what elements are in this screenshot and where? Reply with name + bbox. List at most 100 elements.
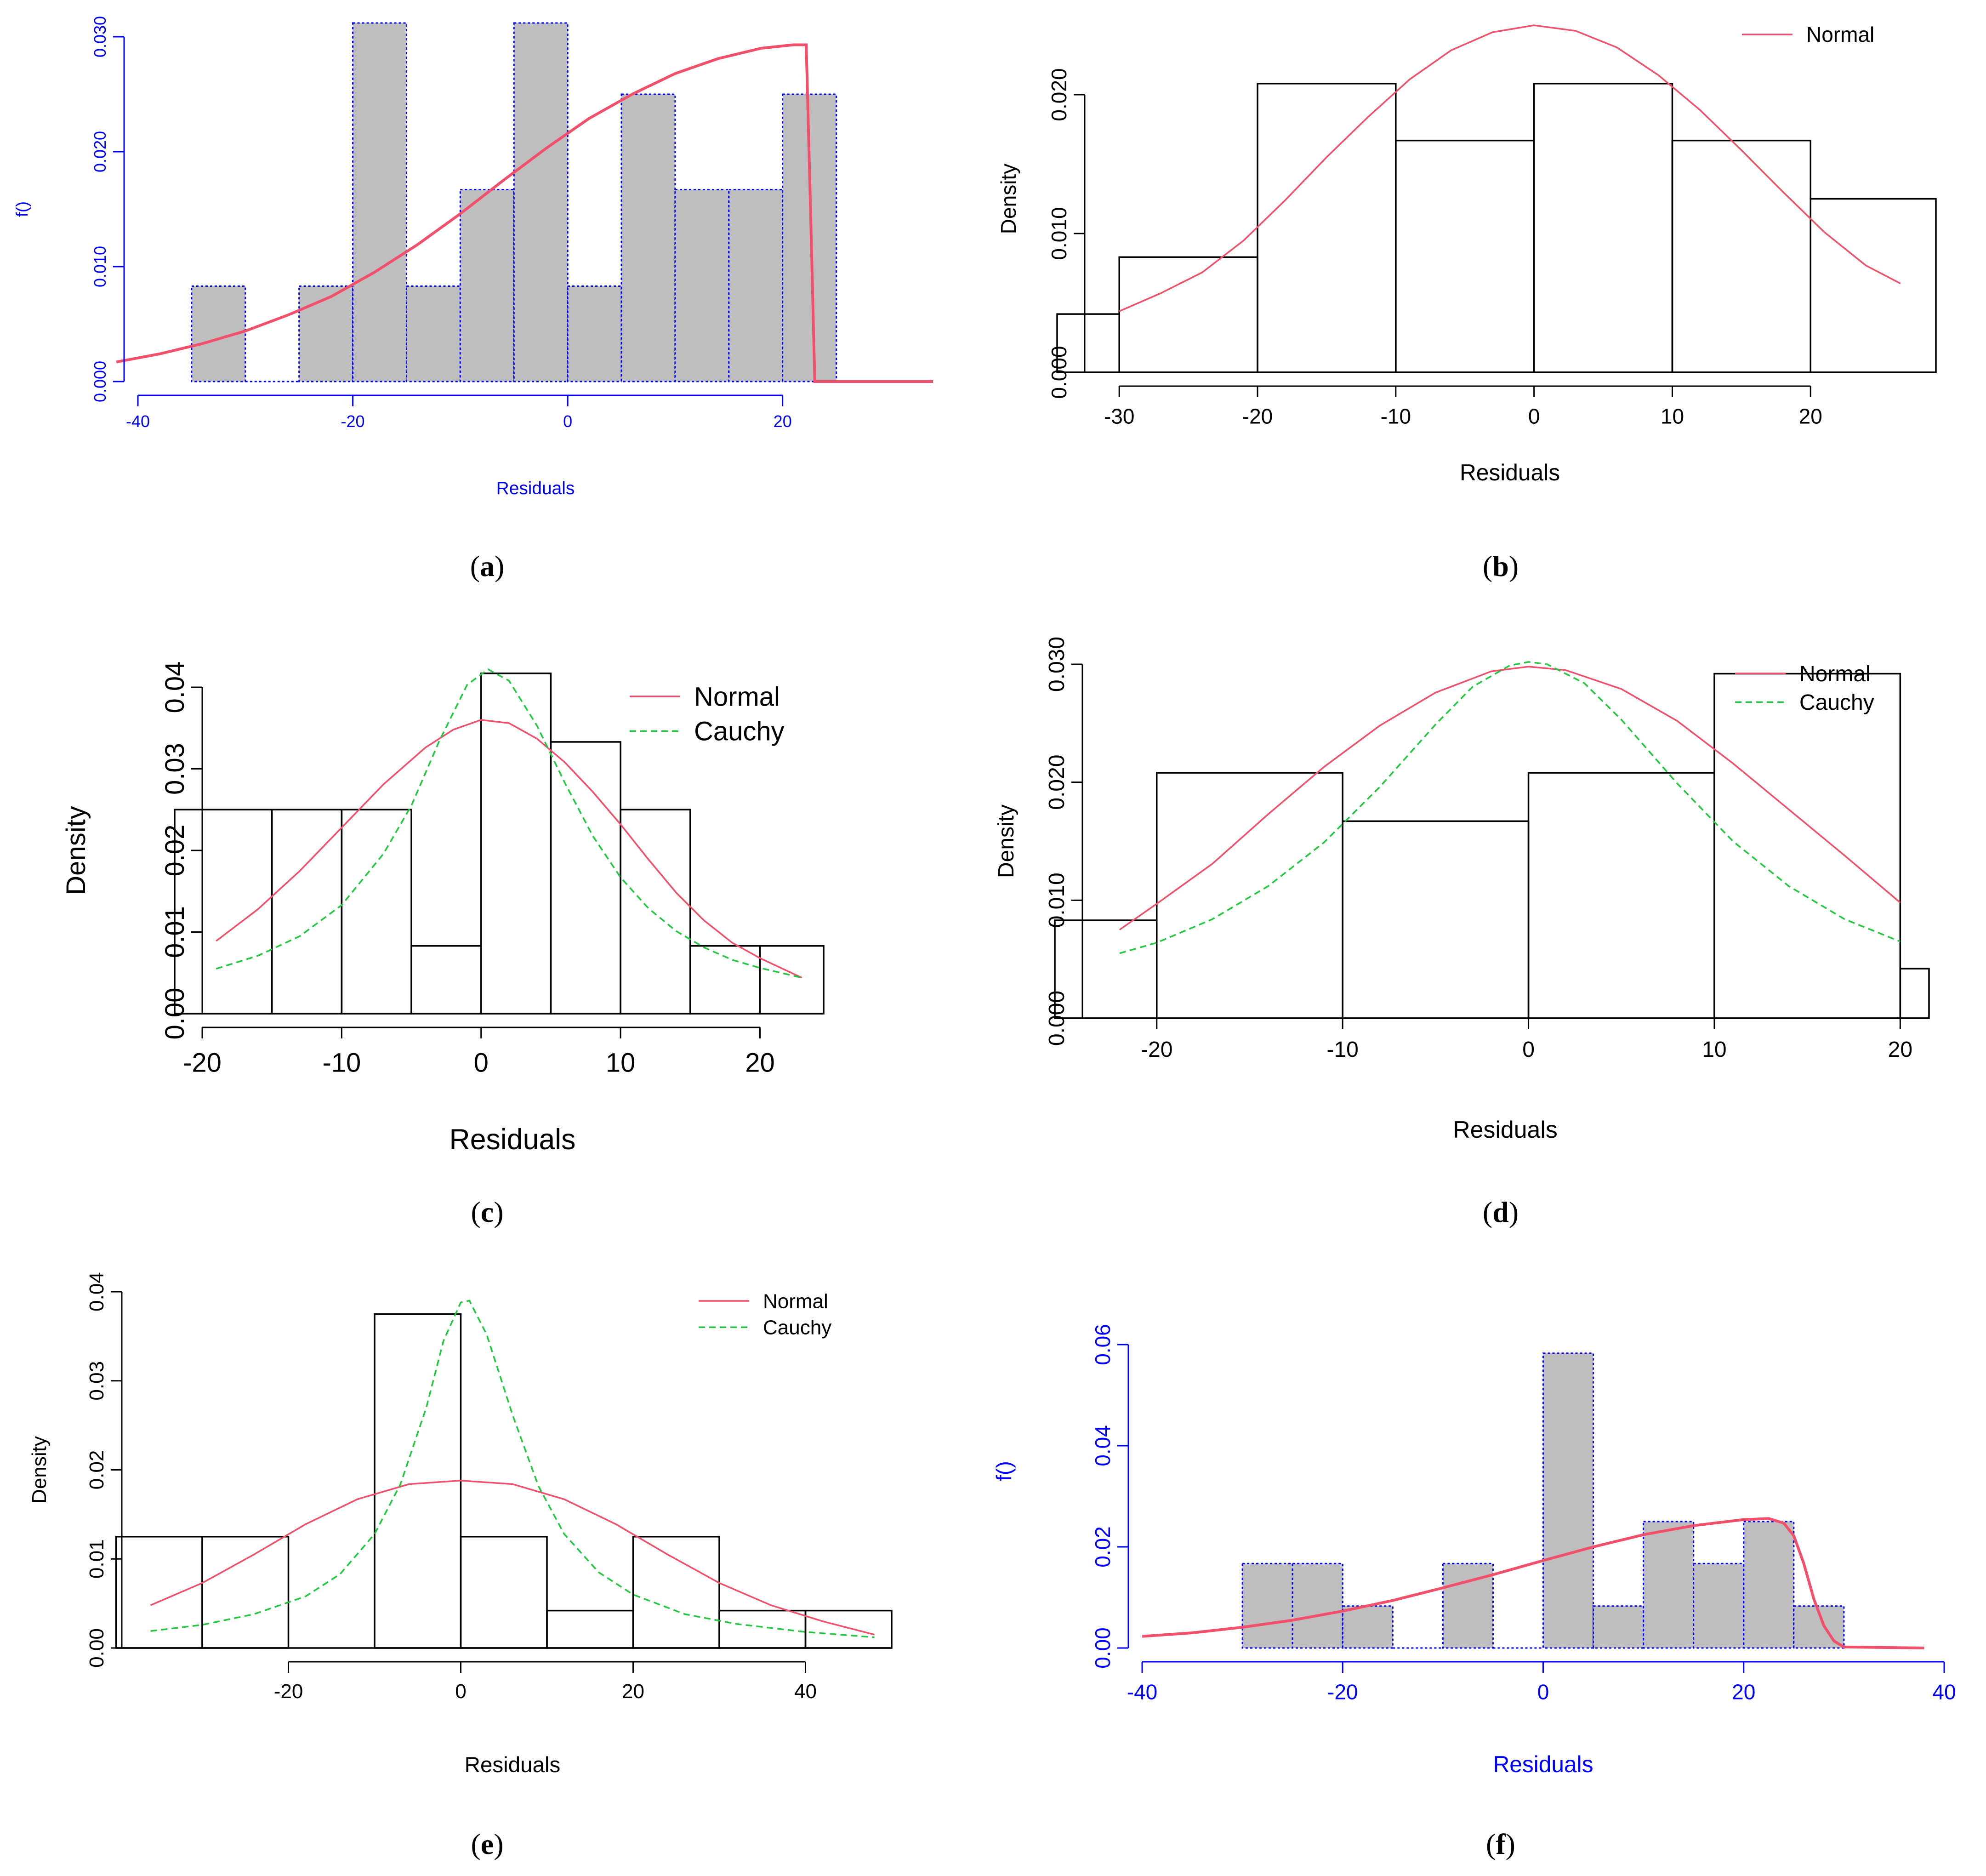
caption-b: (b) <box>1482 550 1519 582</box>
histogram-bar <box>115 1536 203 1649</box>
histogram-bar <box>1342 1605 1394 1649</box>
y-tick-label: 0.020 <box>1045 755 1069 810</box>
legend-label-normal: Normal <box>1806 23 1874 46</box>
histogram-bar <box>1342 820 1530 1019</box>
histogram-bar <box>567 285 622 382</box>
histogram-bar <box>1899 968 1930 1019</box>
histogram-bar <box>460 1536 548 1649</box>
x-tick-label: 0 <box>455 1680 466 1703</box>
histogram-bar <box>1257 83 1397 373</box>
histogram-bar <box>632 1536 720 1649</box>
histogram-bar <box>1593 1605 1645 1649</box>
histogram-bar <box>1671 139 1812 373</box>
histogram-bar <box>620 93 676 382</box>
y-tick-label: 0.03 <box>85 1361 108 1401</box>
histogram-bar <box>1118 256 1258 373</box>
legend-label-cauchy: Cauchy <box>694 717 785 747</box>
x-tick-label: 0 <box>1522 1038 1535 1062</box>
histogram-bar <box>1395 139 1535 373</box>
histogram-bar <box>201 1536 290 1649</box>
histogram-bar <box>674 189 730 382</box>
y-tick-label: 0.030 <box>1045 637 1069 692</box>
y-tick-label: 0.00 <box>1091 1627 1115 1669</box>
histogram-bar <box>341 809 412 1015</box>
histogram-bar <box>620 809 691 1015</box>
chart-d: 0.000 0.010 0.020 0.030 -20 -10 0 10 20 Residuals… <box>994 637 1930 1143</box>
x-tick-label: 20 <box>1888 1038 1912 1062</box>
x-tick-label: 40 <box>1932 1680 1956 1704</box>
density-curve-fitted <box>1142 1517 1924 1649</box>
x-tick-label: -20 <box>1327 1680 1358 1704</box>
legend-label-cauchy: Cauchy <box>1799 690 1874 715</box>
y-tick-label: 0.020 <box>1047 68 1071 121</box>
x-tick-label: 0 <box>563 412 572 431</box>
caption-a: (a) <box>470 550 505 582</box>
caption-f: (f) <box>1486 1828 1515 1860</box>
density-curve-cauchy <box>1119 661 1901 954</box>
x-tick-label: 20 <box>745 1048 775 1078</box>
histogram-bar <box>1643 1521 1695 1649</box>
x-tick-label: -30 <box>1104 405 1134 428</box>
x-tick-label: 0 <box>1537 1680 1549 1704</box>
y-tick-label: 0.000 <box>1045 991 1069 1046</box>
caption-d: (d) <box>1482 1196 1519 1228</box>
x-tick-label: -20 <box>1242 405 1273 428</box>
caption-e: (e) <box>471 1828 504 1860</box>
y-tick-label: 0.02 <box>160 825 190 877</box>
density-curve-fitted <box>116 43 933 383</box>
density-curve-normal <box>1119 666 1901 930</box>
y-tick-label: 0.010 <box>1045 872 1069 928</box>
x-tick-label: -20 <box>183 1048 222 1078</box>
histogram-bar <box>480 673 552 1015</box>
x-tick-label: -40 <box>126 412 150 431</box>
histogram-bar <box>1241 1562 1293 1649</box>
y-axis-title: Density <box>61 806 91 895</box>
x-axis-title: Residuals <box>496 479 575 498</box>
x-tick-label: -10 <box>322 1048 361 1078</box>
legend-label-normal: Normal <box>763 1290 828 1312</box>
x-tick-label: 40 <box>794 1680 817 1703</box>
histogram-bar <box>1693 1562 1745 1649</box>
density-curve-normal <box>1119 24 1901 312</box>
histogram-bar <box>550 741 621 1015</box>
histogram-bar <box>352 22 407 382</box>
chart-e: 0.00 0.01 0.02 0.03 0.04 -20 0 20 40 Residuals Den… <box>28 1272 893 1777</box>
x-tick-label: -10 <box>1326 1038 1358 1062</box>
x-tick-label: -20 <box>1141 1038 1172 1062</box>
density-curve-cauchy <box>216 668 802 979</box>
x-tick-label: 20 <box>774 412 792 431</box>
legend-label-normal: Normal <box>694 682 780 712</box>
y-axis-title: f() <box>992 1461 1016 1481</box>
histogram-bar <box>718 1609 807 1649</box>
y-tick-label: 0.04 <box>1091 1425 1115 1466</box>
histogram-bar <box>546 1609 634 1649</box>
y-tick-label: 0.01 <box>160 906 190 958</box>
x-axis-title: Residuals <box>450 1123 576 1156</box>
y-axis-title: f() <box>12 201 31 217</box>
chart-f: 0.00 0.02 0.04 0.06 -40 -20 0 20 40 Residuals f() <box>992 1324 1956 1777</box>
x-axis-title: Residuals <box>1460 460 1560 485</box>
histogram-bar <box>298 285 354 382</box>
x-tick-label: 10 <box>1661 405 1684 428</box>
y-tick-label: 0.04 <box>160 661 190 713</box>
y-tick-label: 0.020 <box>91 131 109 172</box>
histogram-bar <box>759 945 825 1015</box>
x-tick-label: 10 <box>1702 1038 1726 1062</box>
histogram-bar <box>1542 1352 1594 1649</box>
y-tick-label: 0.02 <box>85 1450 108 1490</box>
y-tick-label: 0.030 <box>91 16 109 57</box>
histogram-bar <box>513 22 569 382</box>
y-tick-label: 0.000 <box>1047 346 1071 399</box>
y-axis-title: Density <box>28 1436 51 1504</box>
histogram-bar <box>804 1609 893 1649</box>
x-tick-label: -40 <box>1127 1680 1157 1704</box>
histogram-bar <box>1527 772 1715 1019</box>
histogram-bar <box>1810 198 1937 373</box>
y-tick-label: 0.00 <box>85 1628 108 1668</box>
histogram-bar <box>271 809 343 1015</box>
x-tick-label: 0 <box>1528 405 1540 428</box>
density-curve-normal <box>216 719 802 979</box>
histogram-bar <box>405 285 461 382</box>
legend-label-normal: Normal <box>1799 662 1871 686</box>
y-axis-title: Density <box>994 804 1019 878</box>
